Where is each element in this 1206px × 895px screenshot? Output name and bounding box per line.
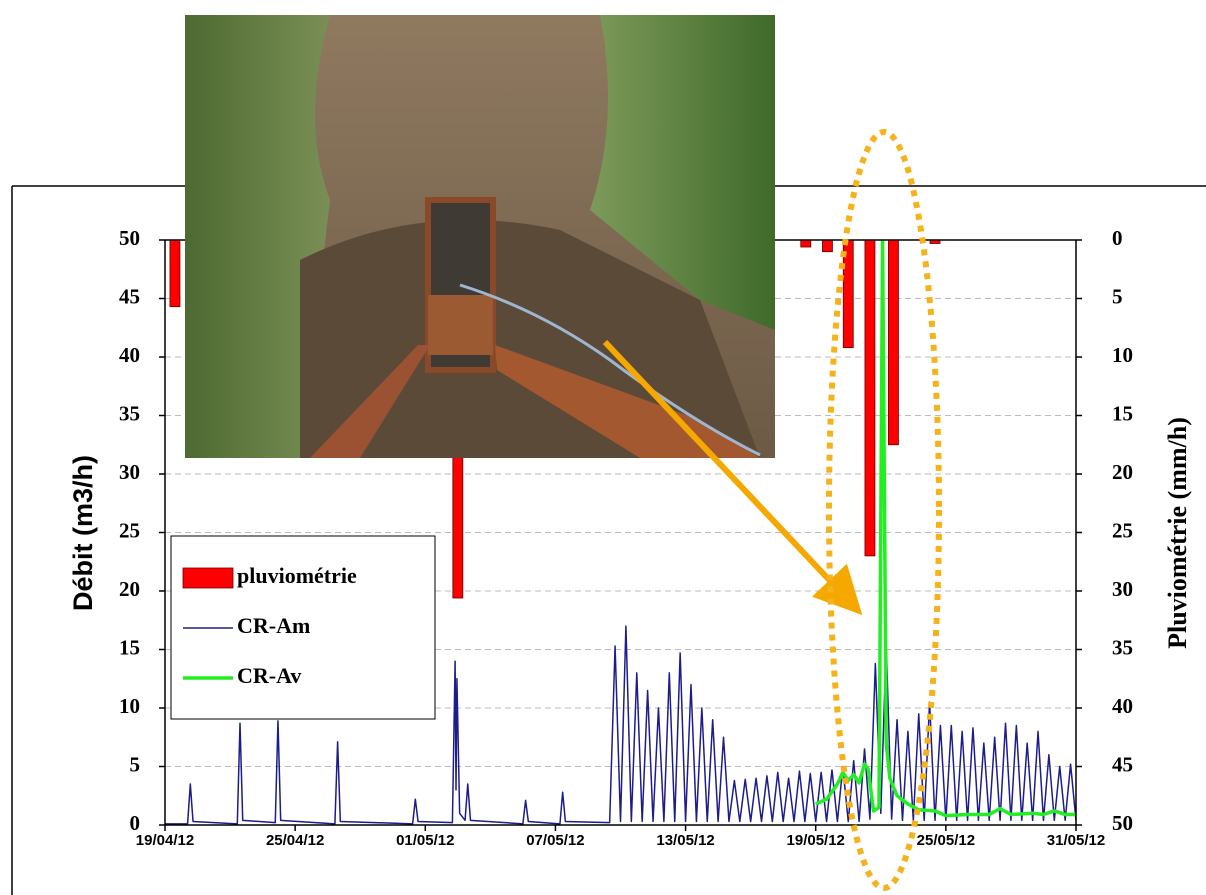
y2-tick-label: 20 bbox=[1112, 460, 1133, 484]
y-tick-label: 15 bbox=[119, 635, 140, 659]
bar bbox=[888, 240, 898, 445]
bar bbox=[170, 240, 180, 307]
y2-tick-label: 0 bbox=[1112, 226, 1123, 250]
y-tick-label: 20 bbox=[119, 577, 140, 601]
x-tick-label: 19/04/12 bbox=[136, 832, 194, 849]
y2-tick-label: 45 bbox=[1112, 752, 1133, 776]
legend-label: CR-Av bbox=[237, 663, 301, 688]
legend-label: CR-Am bbox=[237, 613, 310, 638]
x-tick-label: 25/05/12 bbox=[917, 832, 975, 849]
y2-tick-label: 15 bbox=[1112, 401, 1133, 425]
y2-tick-label: 30 bbox=[1112, 577, 1133, 601]
y-tick-label: 25 bbox=[119, 518, 140, 542]
x-tick-label: 19/05/12 bbox=[787, 832, 845, 849]
bar bbox=[822, 240, 832, 252]
y-tick-label: 45 bbox=[119, 284, 140, 308]
y-tick-label: 10 bbox=[119, 694, 140, 718]
y-tick-label: 40 bbox=[119, 343, 140, 367]
x-tick-label: 01/05/12 bbox=[396, 832, 454, 849]
photo bbox=[185, 15, 775, 458]
y-tick-label: 30 bbox=[119, 460, 140, 484]
y2-tick-label: 40 bbox=[1112, 694, 1133, 718]
y-tick-label: 50 bbox=[119, 226, 140, 250]
chart: 0510152025303540455005101520253035404550… bbox=[0, 0, 1206, 895]
x-tick-label: 25/04/12 bbox=[266, 832, 324, 849]
y-tick-label: 35 bbox=[119, 401, 140, 425]
y2-tick-label: 5 bbox=[1112, 284, 1123, 308]
y2-tick-label: 50 bbox=[1112, 811, 1133, 835]
legend-label: pluviométrie bbox=[237, 563, 357, 588]
x-tick-label: 31/05/12 bbox=[1047, 832, 1105, 849]
x-tick-label: 13/05/12 bbox=[656, 832, 714, 849]
page: {"chart_data": { "type": "bar_line", "yl… bbox=[0, 0, 1206, 895]
x-tick-label: 07/05/12 bbox=[526, 832, 584, 849]
y2-tick-label: 35 bbox=[1112, 635, 1133, 659]
y-tick-label: 5 bbox=[130, 752, 141, 776]
legend-swatch bbox=[183, 568, 233, 588]
legend: pluviométrie CR-Am CR-Av bbox=[171, 536, 435, 719]
line-series bbox=[816, 240, 1076, 816]
y2-tick-label: 10 bbox=[1112, 343, 1133, 367]
bar bbox=[865, 240, 875, 556]
y2-tick-label: 25 bbox=[1112, 518, 1133, 542]
photo-flume-box bbox=[428, 295, 493, 355]
y2-axis-title: Pluviométrie (mm/h) bbox=[1163, 417, 1192, 649]
y-axis-title: Débit (m3/h) bbox=[68, 455, 98, 611]
bar bbox=[801, 240, 811, 247]
